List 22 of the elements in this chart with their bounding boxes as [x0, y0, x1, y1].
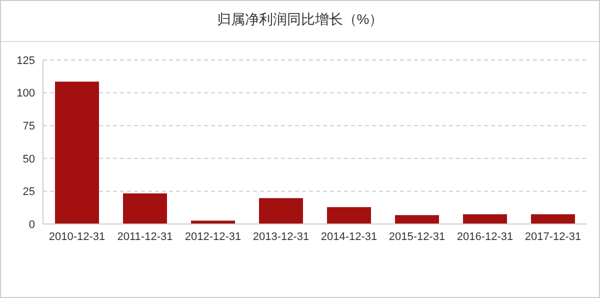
y-tick-label: 75	[22, 120, 35, 133]
x-tick-label: 2015-12-31	[388, 230, 446, 243]
x-tick-label: 2012-12-31	[184, 230, 242, 243]
x-tick-label: 2013-12-31	[252, 230, 310, 243]
y-tick-label: 100	[16, 88, 35, 100]
bar	[55, 82, 99, 224]
bar	[463, 214, 507, 224]
chart-title: 归属净利润同比增长（%）	[1, 1, 599, 42]
y-tick-label: 0	[28, 218, 35, 231]
bar	[327, 207, 371, 224]
bar	[531, 214, 575, 224]
bar	[259, 198, 303, 224]
y-tick-label: 125	[16, 54, 35, 67]
x-tick-label: 2017-12-31	[524, 230, 582, 243]
y-tick-label: 50	[22, 153, 35, 166]
bar	[395, 215, 439, 224]
x-tick-label: 2014-12-31	[320, 230, 378, 243]
x-tick-label: 2016-12-31	[456, 230, 514, 243]
x-tick-label: 2010-12-31	[48, 230, 106, 243]
bar	[123, 193, 167, 224]
x-tick-label: 2011-12-31	[117, 230, 173, 243]
y-tick-label: 25	[22, 186, 35, 198]
